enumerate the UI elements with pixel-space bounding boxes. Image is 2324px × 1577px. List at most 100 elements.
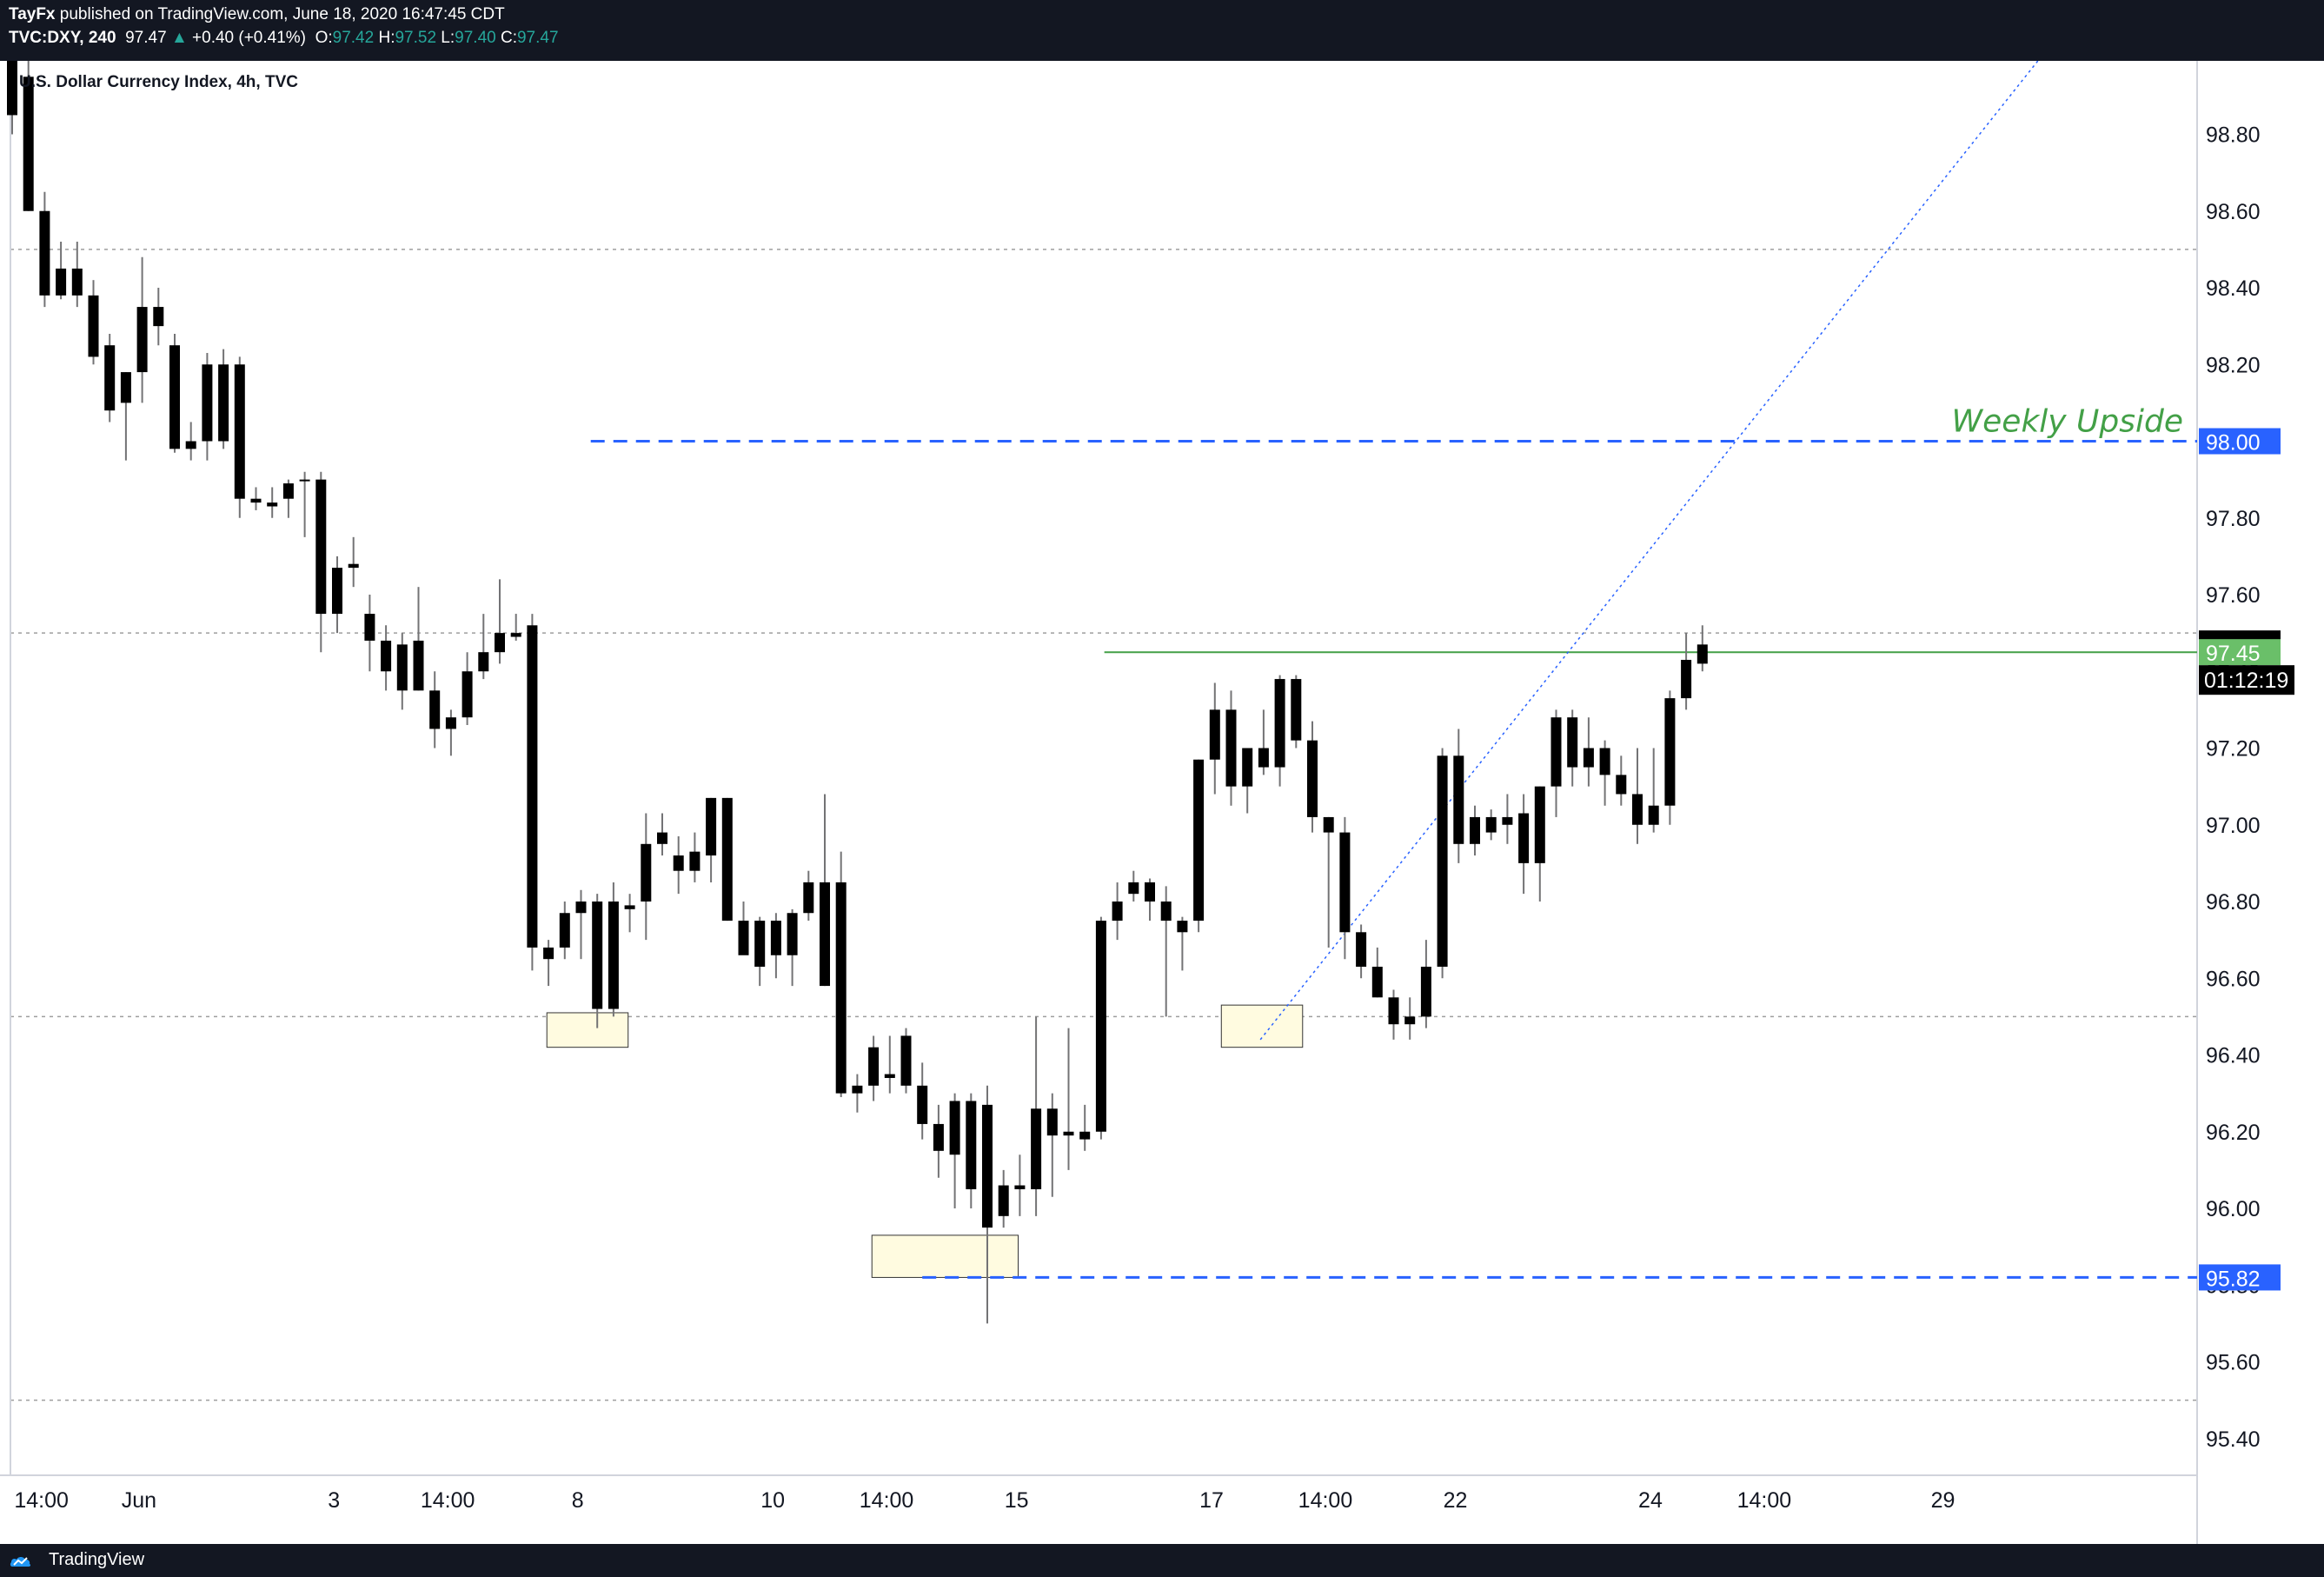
candle-body[interactable]: [738, 921, 749, 955]
candle-body[interactable]: [1209, 709, 1220, 760]
candle-body[interactable]: [1518, 813, 1530, 863]
candle-body[interactable]: [1453, 755, 1464, 844]
candle-body[interactable]: [868, 1047, 880, 1086]
candle-body[interactable]: [1258, 748, 1269, 768]
candle-body[interactable]: [933, 1123, 944, 1151]
candle-body[interactable]: [1095, 921, 1106, 1132]
candle-body[interactable]: [1616, 775, 1627, 795]
candle-body[interactable]: [835, 882, 847, 1094]
candle-body[interactable]: [478, 652, 489, 672]
candle-body[interactable]: [315, 479, 327, 615]
candle-body[interactable]: [803, 882, 814, 914]
candle-body[interactable]: [1112, 902, 1123, 922]
candle-body[interactable]: [1323, 816, 1334, 833]
candle-body[interactable]: [852, 1085, 863, 1094]
candle-body[interactable]: [1404, 1016, 1416, 1025]
candle-body[interactable]: [949, 1101, 960, 1155]
candle-body[interactable]: [364, 614, 375, 641]
candle-body[interactable]: [1437, 755, 1448, 968]
candle-body[interactable]: [88, 295, 99, 357]
candle-body[interactable]: [332, 568, 342, 615]
candle-body[interactable]: [641, 843, 652, 902]
candle-body[interactable]: [1567, 717, 1578, 768]
candle-body[interactable]: [770, 921, 781, 955]
candle-body[interactable]: [900, 1035, 912, 1086]
candle-body[interactable]: [202, 364, 213, 442]
candle-body[interactable]: [267, 502, 278, 507]
candle-body[interactable]: [1664, 698, 1676, 806]
candle-body[interactable]: [575, 902, 587, 914]
candle-body[interactable]: [348, 563, 359, 569]
candle-body[interactable]: [998, 1185, 1009, 1216]
candlestick-chart[interactable]: Weekly Upside 98.80 98.60 98.40 98.20 98.00 97…: [0, 61, 2324, 1544]
candle-body[interactable]: [787, 913, 798, 955]
candle-body[interactable]: [1307, 740, 1318, 817]
candle-body[interactable]: [23, 77, 34, 211]
candle-body[interactable]: [413, 640, 424, 691]
candle-body[interactable]: [559, 913, 570, 948]
candle-body[interactable]: [1291, 679, 1302, 741]
candle-body[interactable]: [1225, 709, 1237, 787]
candle-body[interactable]: [282, 483, 294, 499]
author-name[interactable]: TayFx: [9, 5, 56, 23]
candle-body[interactable]: [1356, 932, 1367, 968]
candle-body[interactable]: [1550, 717, 1562, 787]
candle-body[interactable]: [706, 797, 717, 856]
candle-body[interactable]: [527, 625, 538, 948]
candle-body[interactable]: [1470, 816, 1480, 844]
tradingview-brand[interactable]: TradingView: [49, 1550, 145, 1569]
candle-body[interactable]: [445, 717, 456, 729]
candle-body[interactable]: [1339, 832, 1351, 933]
candle-body[interactable]: [982, 1104, 993, 1228]
candle-body[interactable]: [1079, 1131, 1091, 1140]
candle-body[interactable]: [1193, 759, 1205, 922]
candle-body[interactable]: [820, 882, 830, 987]
candle-body[interactable]: [1534, 786, 1545, 863]
candle-body[interactable]: [1031, 1108, 1042, 1189]
candle-body[interactable]: [153, 307, 164, 327]
candle-body[interactable]: [884, 1074, 895, 1078]
candle-body[interactable]: [966, 1101, 977, 1189]
candle-body[interactable]: [1177, 921, 1188, 933]
candle-body[interactable]: [624, 905, 635, 909]
candle-body[interactable]: [429, 690, 441, 729]
candle-body[interactable]: [1697, 644, 1708, 664]
candle-body[interactable]: [104, 345, 116, 411]
candle-body[interactable]: [218, 364, 229, 442]
candle-body[interactable]: [543, 947, 554, 960]
candle-body[interactable]: [1046, 1108, 1058, 1136]
candle-body[interactable]: [39, 210, 50, 296]
candle-body[interactable]: [234, 364, 245, 499]
candle-body[interactable]: [396, 644, 408, 691]
candle-body[interactable]: [1014, 1185, 1026, 1189]
candle-body[interactable]: [495, 633, 505, 653]
candle-body[interactable]: [592, 902, 603, 1009]
candle-body[interactable]: [299, 479, 310, 482]
candle-body[interactable]: [1632, 794, 1643, 825]
candle-body[interactable]: [1502, 816, 1513, 825]
candle-body[interactable]: [917, 1085, 928, 1124]
candle-body[interactable]: [689, 851, 701, 871]
candle-body[interactable]: [657, 832, 667, 844]
candle-body[interactable]: [7, 61, 17, 116]
candle-body[interactable]: [71, 268, 83, 296]
candle-body[interactable]: [1420, 967, 1431, 1017]
candle-body[interactable]: [1681, 660, 1692, 699]
chart-area[interactable]: Weekly Upside 98.80 98.60 98.40 98.20 98.00 97…: [0, 61, 2324, 1544]
candle-body[interactable]: [1388, 997, 1399, 1025]
candle-body[interactable]: [169, 345, 180, 449]
candle-body[interactable]: [120, 372, 131, 403]
candle-body[interactable]: [185, 441, 196, 449]
candle-body[interactable]: [136, 307, 148, 373]
candle-body[interactable]: [1145, 882, 1155, 902]
candle-body[interactable]: [1599, 748, 1610, 775]
candle-body[interactable]: [1160, 902, 1172, 922]
candle-body[interactable]: [381, 640, 392, 672]
candle-body[interactable]: [1274, 679, 1285, 768]
candle-body[interactable]: [510, 633, 521, 637]
candle-body[interactable]: [1583, 748, 1594, 768]
candle-body[interactable]: [1371, 967, 1383, 998]
candle-body[interactable]: [56, 268, 67, 296]
candle-body[interactable]: [608, 902, 619, 1009]
candle-body[interactable]: [1063, 1131, 1074, 1136]
